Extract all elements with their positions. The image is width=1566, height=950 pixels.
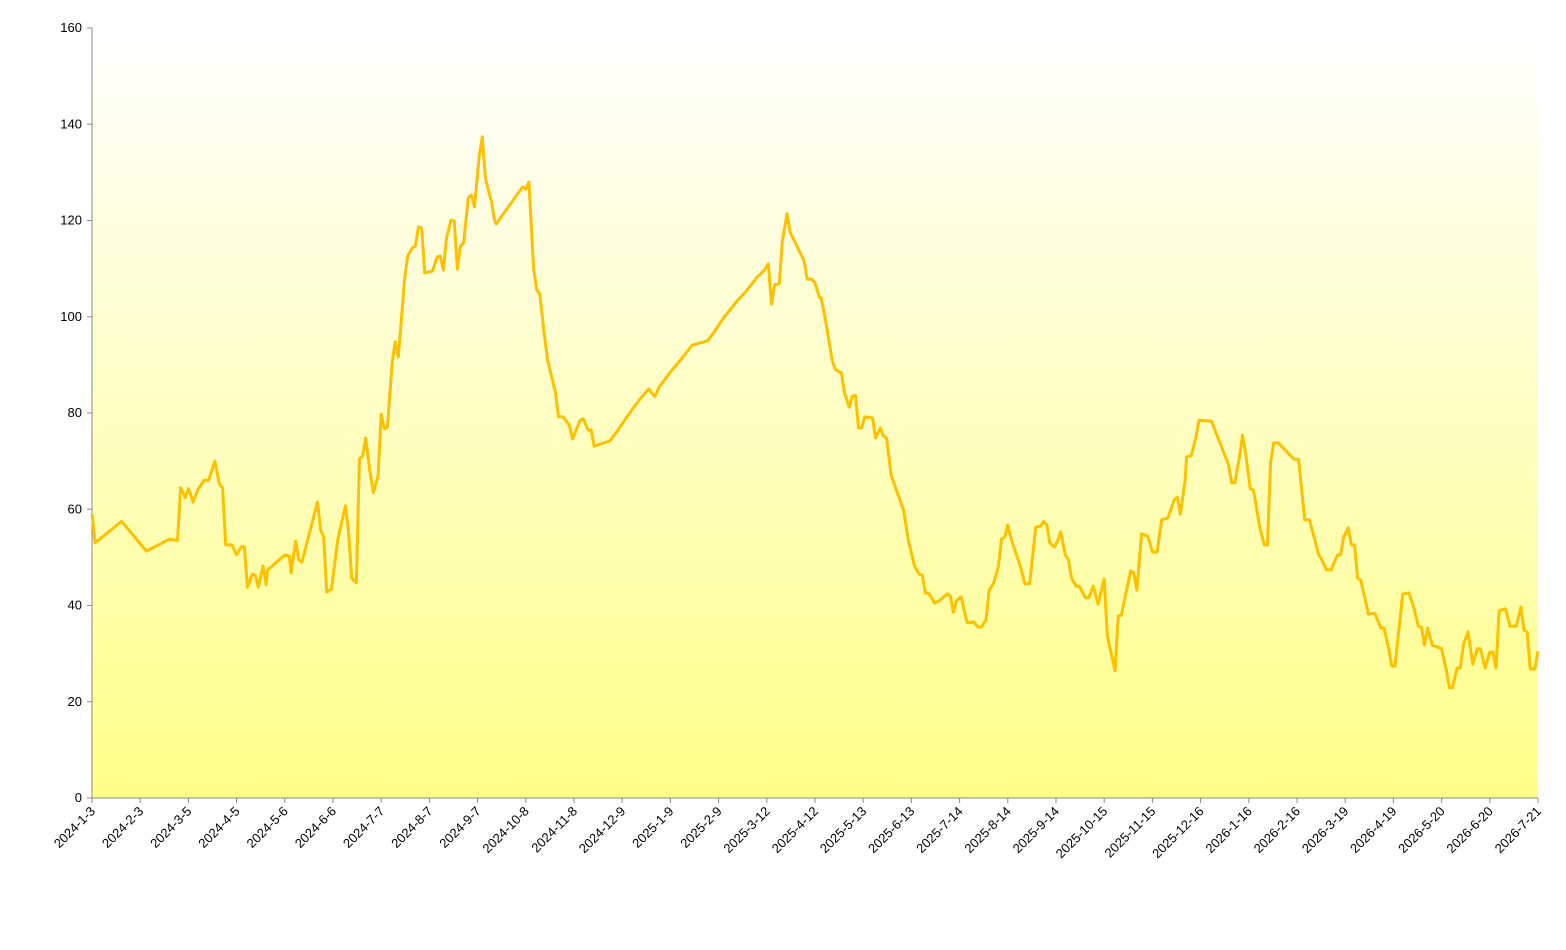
x-tick-label: 2024-8-7: [388, 804, 435, 851]
x-tick-label: 2026-4-19: [1347, 804, 1400, 857]
x-tick-label: 2025-3-12: [720, 804, 773, 857]
y-tick-label: 20: [68, 694, 82, 709]
y-tick-label: 100: [60, 309, 82, 324]
x-tick-label: 2025-8-14: [961, 804, 1014, 857]
x-tick-label: 2026-1-16: [1202, 804, 1255, 857]
x-tick-label: 2024-6-6: [292, 804, 339, 851]
x-tick-label: 2026-3-19: [1299, 804, 1352, 857]
x-tick-label: 2024-10-8: [479, 804, 532, 857]
y-tick-label: 80: [68, 405, 82, 420]
x-tick-label: 2024-1-3: [51, 804, 98, 851]
x-tick-label: 2026-2-16: [1251, 804, 1304, 857]
y-tick-label: 160: [60, 20, 82, 35]
x-tick-label: 2025-2-9: [677, 804, 724, 851]
x-tick-label: 2026-5-20: [1395, 804, 1448, 857]
x-tick-label: 2025-5-13: [817, 804, 870, 857]
x-tick-label: 2025-12-16: [1149, 804, 1207, 862]
x-tick-label: 2024-4-5: [195, 804, 242, 851]
x-tick-label: 2024-9-7: [436, 804, 483, 851]
y-tick-label: 40: [68, 598, 82, 613]
x-tick-label: 2025-7-14: [913, 804, 966, 857]
x-tick-label: 2024-7-7: [340, 804, 387, 851]
x-tick-label: 2024-2-3: [99, 804, 146, 851]
x-tick-label: 2026-7-21: [1492, 804, 1545, 857]
x-tick-label: 2025-4-12: [769, 804, 822, 857]
y-tick-label: 0: [75, 790, 82, 805]
x-tick-label: 2025-10-15: [1053, 804, 1111, 862]
x-tick-label: 2024-5-6: [244, 804, 291, 851]
x-tick-label: 2026-6-20: [1443, 804, 1496, 857]
x-tick-label: 2024-11-8: [528, 804, 580, 856]
x-tick-label: 2024-3-5: [147, 804, 194, 851]
x-tick-label: 2025-6-13: [865, 804, 918, 857]
plot-area: [92, 28, 1538, 798]
y-tick-label: 140: [60, 116, 82, 131]
x-tick-label: 2024-12-9: [576, 804, 629, 857]
data-line: [90, 135, 1540, 690]
x-tick-label: 2025-1-9: [629, 804, 676, 851]
y-tick-label: 120: [60, 213, 82, 228]
y-tick-label: 60: [68, 501, 82, 516]
